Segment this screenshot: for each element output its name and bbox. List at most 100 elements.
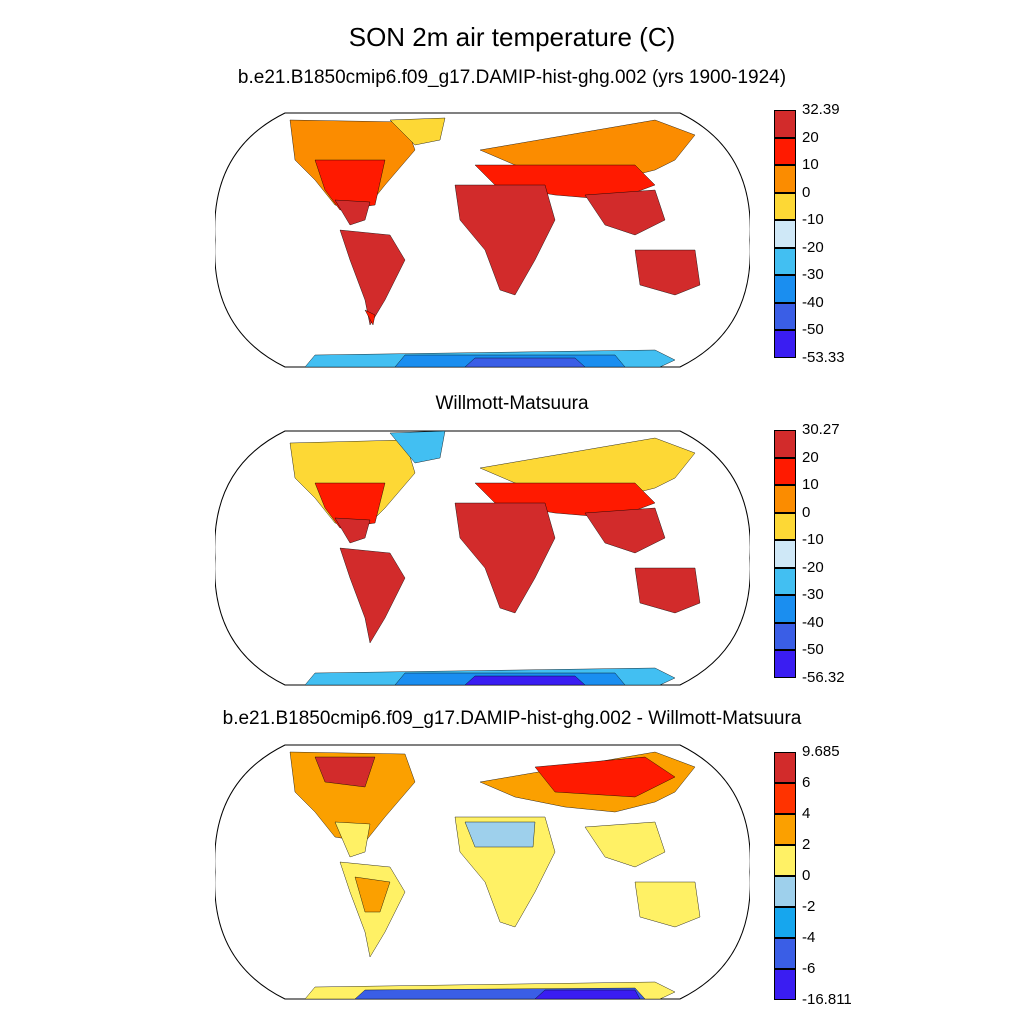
map-region-land-hot [634,249,701,296]
colorbar-box [774,567,796,596]
map-region-diff-orange [354,876,391,913]
colorbar-label: -56.32 [802,669,845,686]
colorbar-label: 6 [802,774,811,791]
europe-asia [474,119,696,236]
colorbar-box [774,783,796,814]
map-region-land-hot [314,756,376,788]
panel-2-map-svg [214,430,751,686]
map-region-diff-blue [464,821,536,848]
colorbar-label: -40 [802,613,824,631]
colorbar-label: -2 [802,898,816,915]
colorbar-box [774,650,796,678]
map-region-land-hot [334,517,371,544]
colorbar-label: 32.39 [802,101,840,118]
colorbar-label: -30 [802,586,824,604]
map-region-land-hot [334,199,371,226]
colorbar-box [774,969,796,1000]
australia [634,881,701,928]
colorbar-label: 20 [802,448,819,466]
north-america [289,117,446,226]
colorbar-box [774,485,796,513]
europe-asia [479,751,696,868]
colorbar-label: 20 [802,128,819,146]
colorbar-box [774,220,796,248]
panel-1-map-svg [214,112,751,368]
antarctica [304,981,676,1000]
map-region-land-hot [584,189,666,236]
colorbar-label: -20 [802,558,824,576]
colorbar-label: 0 [802,867,811,884]
map-region-ice-light [389,430,446,464]
colorbar-box [774,192,796,221]
colorbar-box [774,595,796,623]
colorbar-box [774,457,796,486]
africa [454,502,556,614]
map-region-land-warm [534,756,676,798]
colorbar-label: 0 [802,183,811,201]
panel-2-colorbar: 30.27 20 10 0 -10 -20 -30 -40 -50 -56.32 [774,421,845,686]
map-region-land-hot [454,502,556,614]
colorbar-label: -50 [802,641,824,659]
colorbar-label: -50 [802,321,824,339]
colorbar-box [774,907,796,938]
colorbar-box [774,752,796,783]
map-region-land-warm [364,309,376,326]
colorbar-box [774,845,796,876]
africa [454,184,556,296]
australia [634,567,701,614]
south-america [339,229,406,326]
map-region-ice-deep [464,357,586,368]
south-america [339,861,406,958]
colorbar-box [774,247,796,276]
colorbar-label: -20 [802,238,824,256]
map-region-diff-yellow [634,881,701,928]
panel-1-map [214,110,751,370]
colorbar-label: 4 [802,805,811,822]
map-region-diff-yellow [334,821,371,858]
map-region-ice-deepest [464,675,586,686]
panel-3-colorbar: 9.685 6 4 2 0 -2 -4 -6 -16.811 [774,743,852,1008]
map-region-ice-deepest [534,989,641,1000]
map-region-land-hot [454,184,556,296]
colorbar-box [774,876,796,907]
panel-1-subtitle: b.e21.B1850cmip6.f09_g17.DAMIP-hist-ghg.… [237,67,787,88]
panel-1-colorbar: 32.39 20 10 0 -10 -20 -30 -40 -50 -53.33 [774,101,845,366]
colorbar-label: 0 [802,503,811,521]
colorbar-box [774,165,796,193]
panel-2-subtitle: Willmott-Matsuura [435,393,589,414]
map-region-land-hot [584,507,666,554]
colorbar-box [774,330,796,358]
colorbar-box [774,110,796,138]
europe-asia [474,437,696,554]
antarctica [304,667,676,686]
colorbar-box [774,137,796,166]
colorbar-box [774,622,796,651]
map-region-land-hot [339,229,406,326]
colorbar-box [774,275,796,303]
colorbar-label: 10 [802,156,819,174]
north-america [289,430,446,544]
australia [634,249,701,296]
antarctica [304,349,676,368]
panel-3-map [214,742,751,1002]
map-region-land-hot [634,567,701,614]
map-region-land-hot [339,547,406,644]
panel-3-subtitle: b.e21.B1850cmip6.f09_g17.DAMIP-hist-ghg.… [222,708,802,729]
colorbar-box [774,938,796,969]
colorbar-label: -10 [802,531,824,549]
south-america [339,547,406,644]
colorbar-label: -40 [802,293,824,311]
map-region-land-cool [389,117,446,146]
colorbar-label: -53.33 [802,349,845,366]
map-region-diff-yellow [584,821,666,868]
colorbar-label: -16.811 [802,991,852,1008]
colorbar-label: 9.685 [802,743,840,760]
colorbar-label: -10 [802,211,824,229]
colorbar-box [774,430,796,458]
africa [454,816,556,928]
colorbar-label: -6 [802,960,816,977]
colorbar-box [774,540,796,568]
colorbar-label: 30.27 [802,421,840,438]
figure-title: SON 2m air temperature (C) [348,22,676,52]
colorbar-box [774,302,796,331]
